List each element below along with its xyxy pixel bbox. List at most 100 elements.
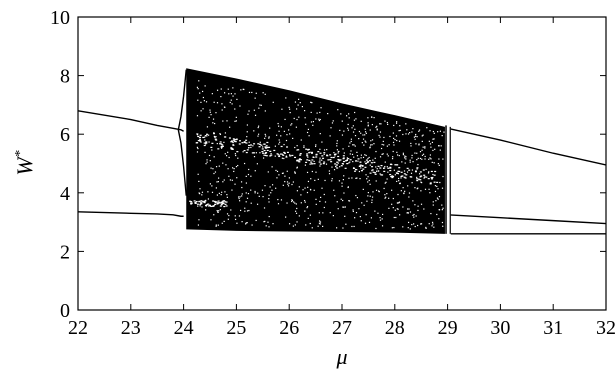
speckle <box>354 145 356 147</box>
speckle <box>397 193 399 196</box>
speckle <box>293 201 295 203</box>
x-tick-label: 22 <box>68 317 88 339</box>
speckle <box>230 99 232 101</box>
speckle <box>265 135 267 137</box>
speckle <box>288 182 290 184</box>
speckle <box>441 187 444 189</box>
speckle <box>215 166 218 168</box>
speckle <box>281 157 283 159</box>
gap-speckle <box>266 146 269 149</box>
speckle <box>338 180 341 182</box>
speckle <box>335 166 337 168</box>
gap-speckle <box>266 141 269 144</box>
speckle <box>433 162 435 164</box>
speckle <box>375 126 377 128</box>
gap-speckle <box>383 167 386 169</box>
speckle <box>221 147 223 149</box>
gap-speckle <box>196 133 199 135</box>
speckle <box>222 162 224 164</box>
speckle <box>216 181 218 183</box>
gap-speckle <box>200 203 203 205</box>
gap-speckle <box>199 203 202 206</box>
speckle <box>424 188 427 190</box>
speckle <box>209 111 211 113</box>
speckle <box>233 168 235 170</box>
speckle <box>216 211 219 213</box>
speckle <box>381 225 384 227</box>
speckle <box>442 158 444 160</box>
speckle <box>205 163 207 165</box>
speckle <box>360 157 362 159</box>
gap-speckle <box>214 202 217 204</box>
speckle <box>393 216 395 219</box>
speckle <box>341 120 343 122</box>
speckle <box>318 119 320 122</box>
speckle <box>369 164 371 166</box>
gap-speckle <box>308 159 311 162</box>
gap-speckle <box>422 169 425 171</box>
speckle <box>379 173 381 175</box>
speckle <box>415 215 417 217</box>
gap-speckle <box>429 182 432 184</box>
speckle <box>348 113 350 115</box>
speckle <box>328 170 331 172</box>
speckle <box>347 186 349 189</box>
gap-speckle <box>387 167 390 169</box>
speckle <box>232 143 234 146</box>
speckle <box>438 195 441 198</box>
speckle <box>349 153 351 155</box>
speckle <box>267 171 269 173</box>
speckle <box>441 135 443 137</box>
speckle <box>362 138 365 140</box>
speckle <box>291 200 293 203</box>
speckle <box>200 101 202 103</box>
speckle <box>268 194 270 196</box>
x-tick-label: 32 <box>596 317 616 339</box>
gap-speckle <box>238 140 241 142</box>
speckle <box>322 225 324 228</box>
speckle <box>284 181 286 183</box>
speckle <box>319 148 321 150</box>
speckle <box>339 129 341 131</box>
speckle <box>360 132 362 134</box>
x-tick-label: 29 <box>438 317 458 339</box>
gap-speckle <box>243 141 246 143</box>
speckle <box>376 129 378 131</box>
speckle <box>226 213 229 215</box>
speckle <box>247 147 250 149</box>
speckle <box>215 225 217 227</box>
speckle <box>245 201 247 203</box>
gap-speckle <box>311 159 314 161</box>
gap-speckle <box>263 143 266 145</box>
speckle <box>213 214 215 216</box>
speckle <box>291 199 293 201</box>
speckle <box>296 221 298 223</box>
gap-speckle <box>245 151 248 154</box>
gap-speckle <box>344 167 347 169</box>
speckle <box>207 134 210 136</box>
speckle <box>392 156 394 158</box>
speckle <box>232 167 234 169</box>
speckle <box>349 142 351 144</box>
speckle <box>353 156 355 158</box>
speckle <box>394 174 396 176</box>
gap-speckle <box>391 175 394 177</box>
speckle <box>414 138 416 140</box>
speckle <box>286 170 288 172</box>
speckle <box>198 80 200 82</box>
speckle <box>434 185 437 187</box>
speckle <box>283 143 285 146</box>
speckle <box>379 156 382 158</box>
gap-speckle <box>400 171 403 173</box>
speckle <box>433 138 435 140</box>
gap-speckle <box>220 201 223 203</box>
speckle <box>287 185 290 187</box>
speckle <box>246 210 249 212</box>
speckle <box>224 132 227 134</box>
gap-speckle <box>219 205 222 207</box>
speckle <box>409 211 412 213</box>
speckle <box>361 142 363 144</box>
gap-speckle <box>261 150 264 153</box>
speckle <box>420 203 423 205</box>
speckle <box>348 145 350 147</box>
